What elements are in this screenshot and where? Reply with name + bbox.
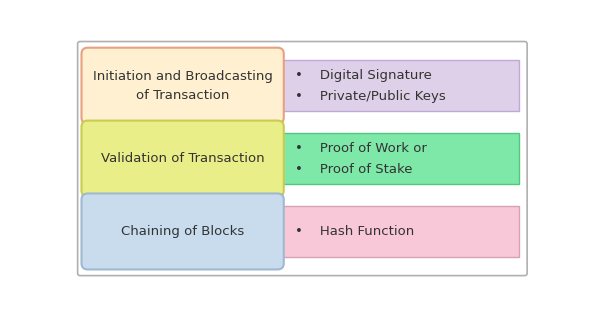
FancyBboxPatch shape xyxy=(81,193,284,269)
Bar xyxy=(281,60,519,111)
Bar xyxy=(281,206,519,257)
Bar xyxy=(281,133,519,184)
Text: •    Digital Signature
•    Private/Public Keys: • Digital Signature • Private/Public Key… xyxy=(296,69,446,103)
Text: Chaining of Blocks: Chaining of Blocks xyxy=(121,225,244,238)
Text: •    Hash Function: • Hash Function xyxy=(296,225,415,238)
Text: Initiation and Broadcasting
of Transaction: Initiation and Broadcasting of Transacti… xyxy=(93,70,273,102)
FancyBboxPatch shape xyxy=(81,48,284,124)
FancyBboxPatch shape xyxy=(81,121,284,197)
Text: Validation of Transaction: Validation of Transaction xyxy=(101,152,264,165)
Text: •    Proof of Work or
•    Proof of Stake: • Proof of Work or • Proof of Stake xyxy=(296,142,427,176)
FancyBboxPatch shape xyxy=(78,41,527,276)
